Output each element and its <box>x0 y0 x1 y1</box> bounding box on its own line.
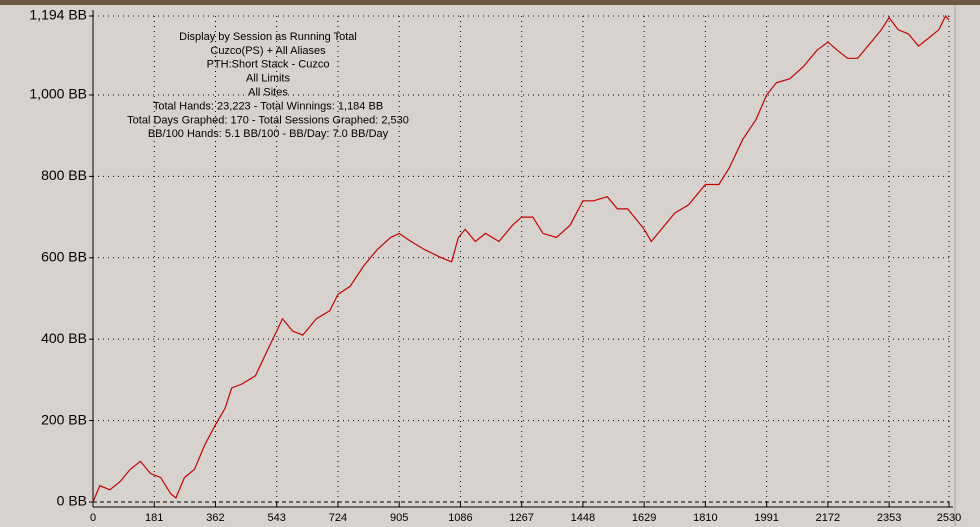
y-tick-label: 400 BB <box>41 330 87 346</box>
x-tick-label: 1448 <box>571 512 595 524</box>
annotation: BB/100 Hands: 5.1 BB/100 - BB/Day: 7.0 B… <box>148 128 389 140</box>
x-tick-label: 181 <box>145 512 163 524</box>
annotation: Cuzco(PS) + All Aliases <box>210 45 326 57</box>
x-tick-label: 1991 <box>754 512 778 524</box>
x-tick-label: 1267 <box>509 512 533 524</box>
x-tick-label: 905 <box>390 512 408 524</box>
y-tick-label: 0 BB <box>57 493 87 509</box>
annotation: PTH:Short Stack - Cuzco <box>207 59 330 71</box>
y-tick-label: 1,194 BB <box>29 7 87 23</box>
y-tick-label: 200 BB <box>41 411 87 427</box>
annotation: Total Hands: 23,223 - Total Winnings: 1,… <box>153 100 383 112</box>
annotation: All Sites <box>248 87 288 99</box>
x-tick-label: 1629 <box>632 512 656 524</box>
x-tick-label: 1810 <box>693 512 717 524</box>
x-tick-label: 1086 <box>448 512 472 524</box>
x-tick-label: 543 <box>268 512 286 524</box>
x-tick-label: 2353 <box>877 512 901 524</box>
x-tick-label: 724 <box>329 512 347 524</box>
x-tick-label: 362 <box>206 512 224 524</box>
x-tick-label: 0 <box>90 512 96 524</box>
annotation: All Limits <box>246 73 291 85</box>
y-tick-label: 800 BB <box>41 167 87 183</box>
top-bar <box>0 0 980 5</box>
series-line <box>92 14 950 503</box>
annotation: Total Days Graphed: 170 - Total Sessions… <box>127 114 409 126</box>
x-tick-label: 2530 <box>937 512 961 524</box>
y-tick-label: 1,000 BB <box>29 86 87 102</box>
x-tick-label: 2172 <box>816 512 840 524</box>
annotation: Display by Session as Running Total <box>179 31 357 43</box>
y-tick-label: 600 BB <box>41 248 87 264</box>
